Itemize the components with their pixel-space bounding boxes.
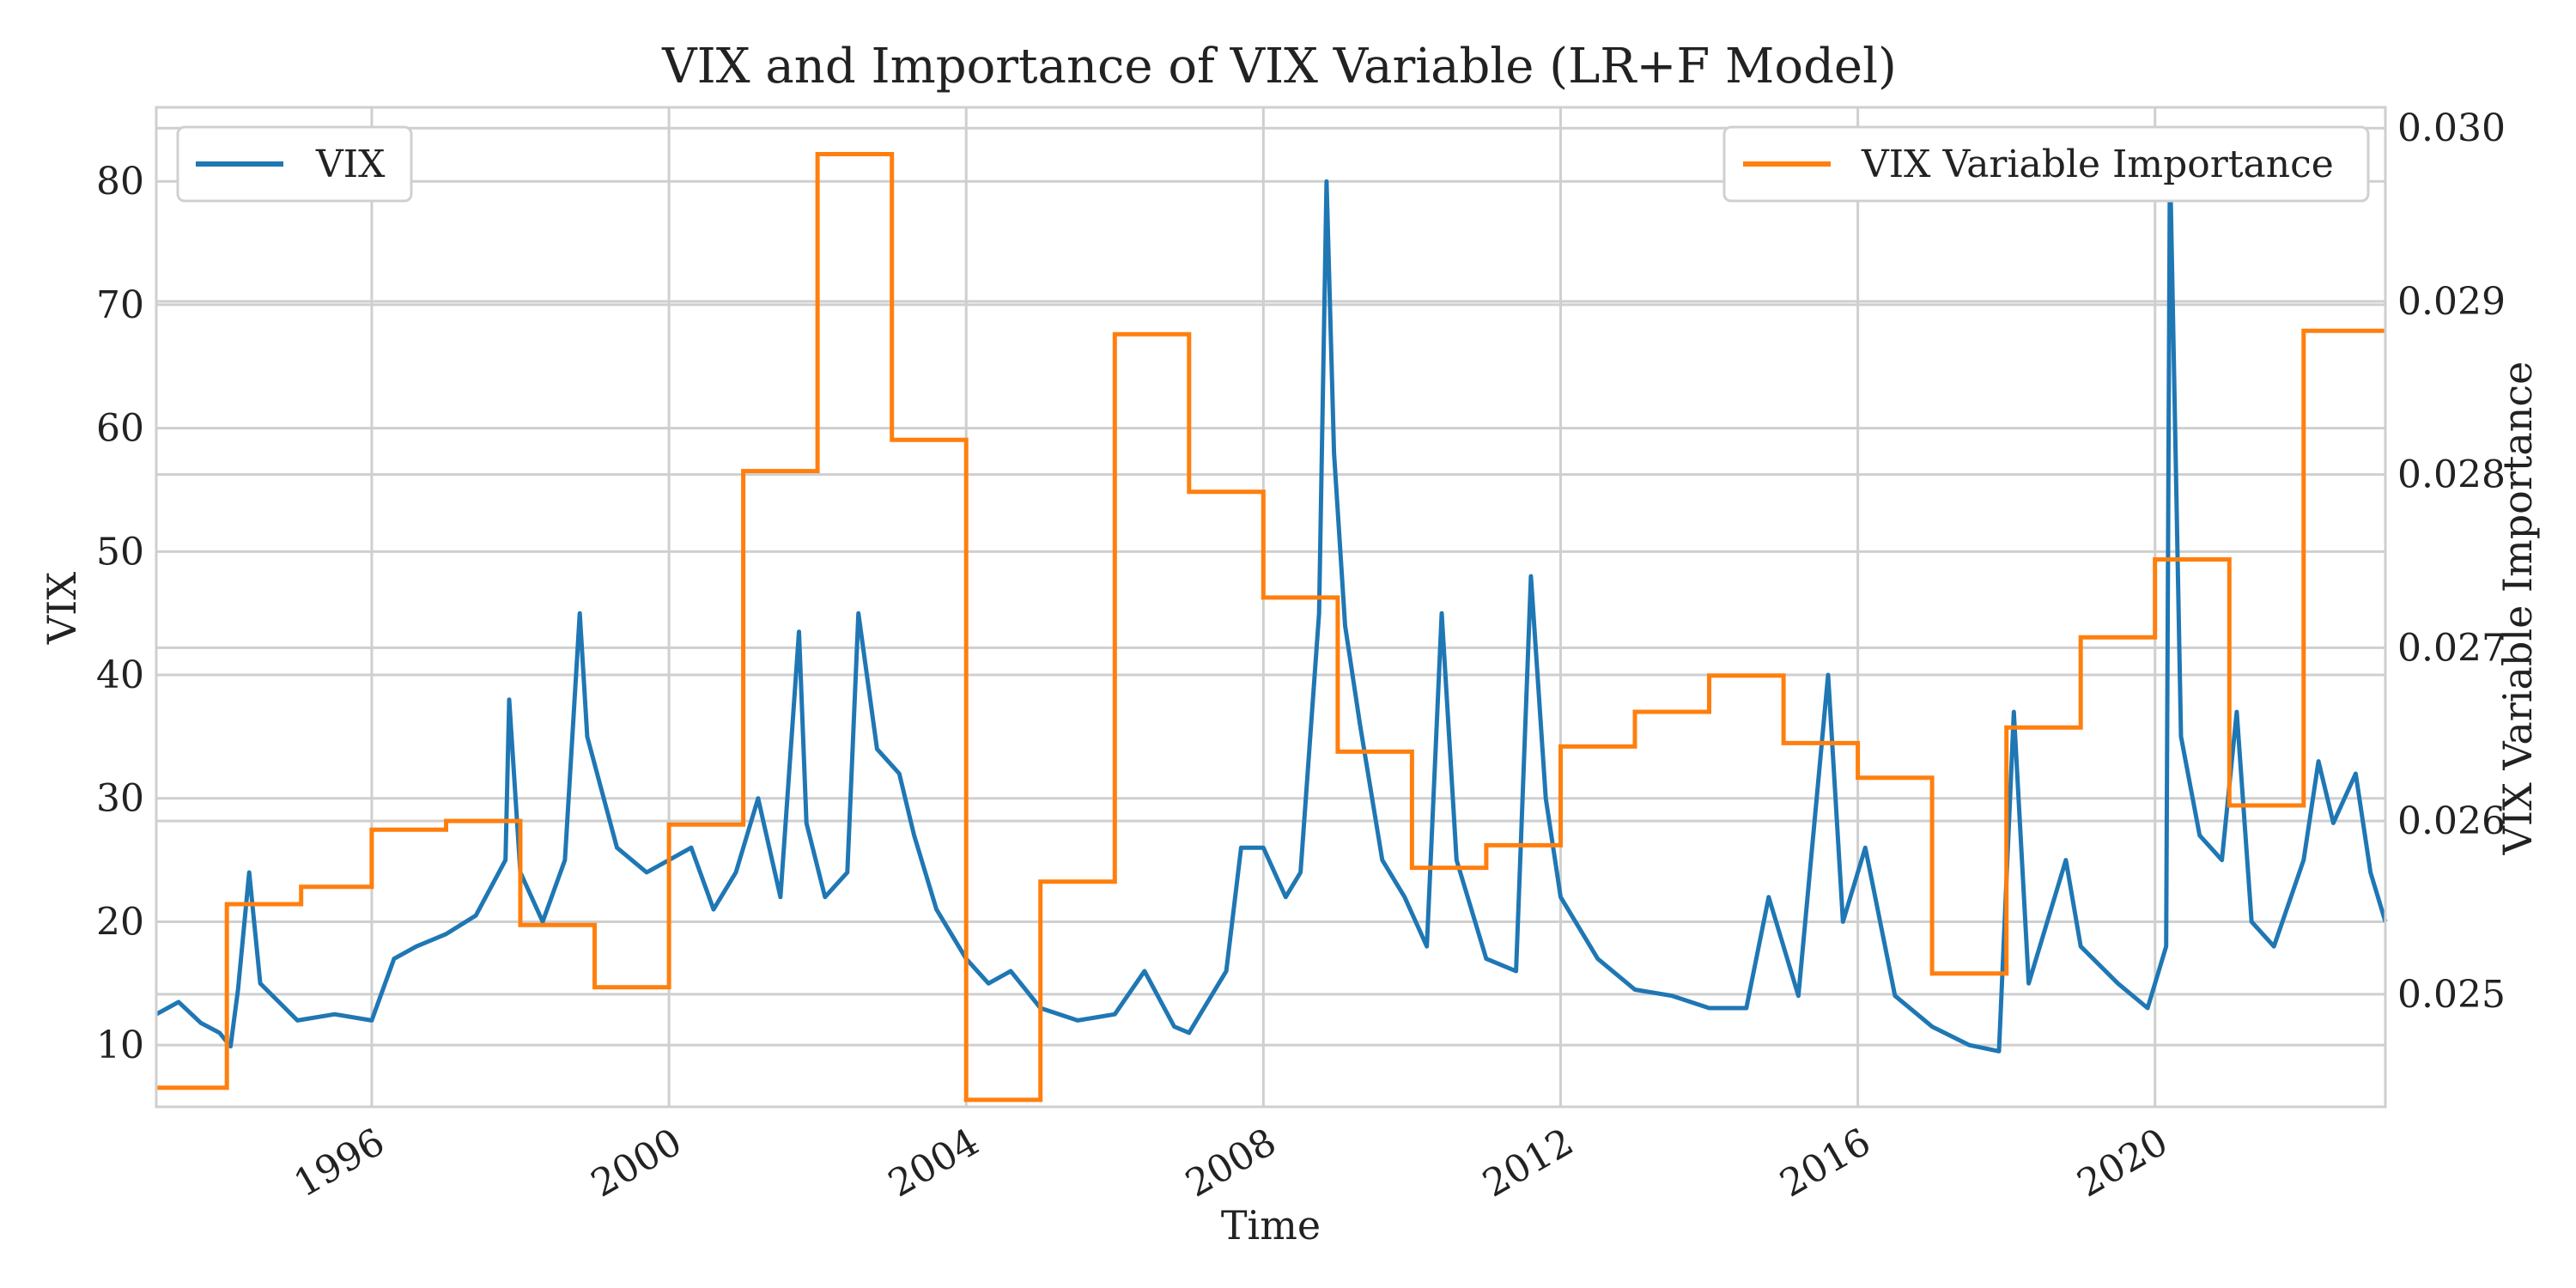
y-right-axis-label: VIX Variable Importance [2494,361,2541,856]
y-right-tick-label: 0.025 [2397,973,2506,1017]
y-left-tick-label: 30 [96,777,144,821]
y-right-tick-label: 0.026 [2397,799,2506,843]
legend-vix-box [176,125,413,203]
x-tick-label: 1996 [287,1120,392,1206]
x-tick-label: 2000 [584,1120,689,1206]
x-tick-label: 2012 [1475,1120,1580,1206]
x-tick-label: 2008 [1178,1120,1283,1206]
y-right-tick-label: 0.030 [2397,106,2506,150]
series-layer [155,152,2388,1103]
y-right-tick-label: 0.029 [2397,280,2506,324]
legend-vix: VIX [176,125,413,203]
legend-vix-label: VIX [315,143,386,186]
x-tick-label: 2016 [1773,1120,1878,1206]
y-left-tick-label: 50 [96,530,144,574]
x-tick-label: 2004 [881,1120,986,1206]
x-tick-label: 2020 [2070,1120,2175,1206]
y-left-tick-label: 40 [96,653,144,697]
y-left-tick-label: 80 [96,160,144,204]
x-axis-label: Time [1221,1202,1321,1249]
y-left-tick-label: 60 [96,407,144,451]
legend-importance-label: VIX Variable Importance [1861,143,2334,186]
y-left-axis-ticks: 10 20 30 40 50 60 70 80 [96,160,144,1067]
y-left-tick-label: 70 [96,283,144,327]
y-right-axis-ticks: 0.025 0.026 0.027 0.028 0.029 0.030 [2397,106,2506,1017]
grid-lines [156,107,2385,1107]
legend-importance: VIX Variable Importance [1722,125,2370,203]
plot-frame [155,106,2387,1109]
y-left-axis-label: VIX [39,572,85,645]
series-line-vix [155,155,2388,1054]
series-line-vix-importance [156,152,2385,1103]
y-left-tick-label: 10 [96,1024,144,1067]
y-right-tick-label: 0.027 [2397,626,2506,670]
x-axis-ticks: 1996 2000 2004 2008 2012 2016 2020 [287,1120,2175,1206]
y-left-tick-label: 20 [96,900,144,944]
chart-title: VIX and Importance of VIX Variable (LR+F… [661,39,1897,94]
y-right-tick-label: 0.028 [2397,453,2506,497]
legend-importance-box [1722,125,2370,203]
